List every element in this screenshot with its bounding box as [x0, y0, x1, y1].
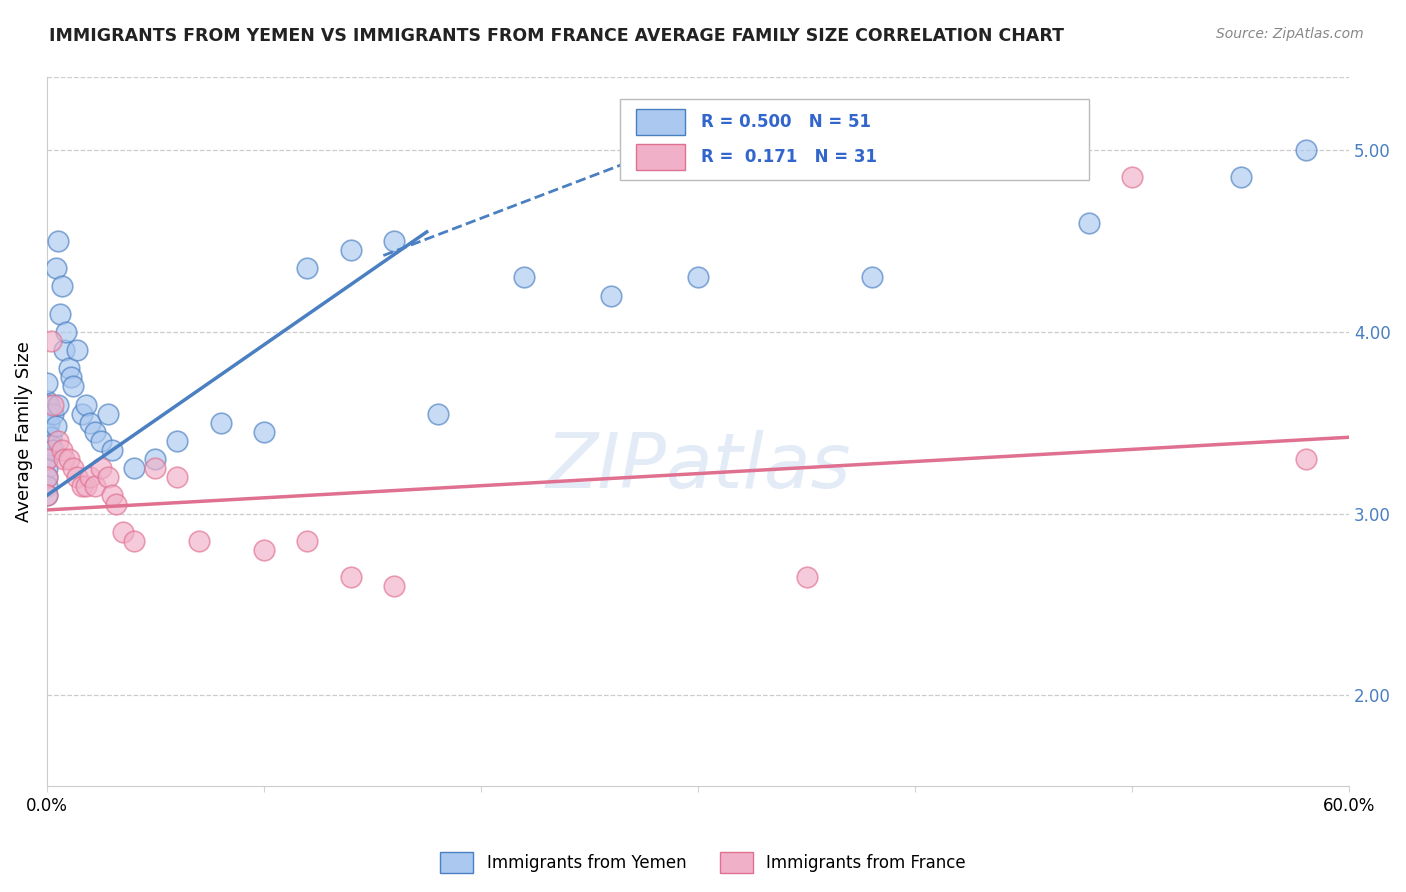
Point — [62, 379, 84, 393]
Point — [58, 361, 80, 376]
Point — [35, 437, 58, 451]
Point — [35, 376, 58, 390]
Point — [79, 416, 101, 430]
Point — [75, 398, 97, 412]
Point — [382, 234, 405, 248]
Point — [83, 479, 105, 493]
Point — [339, 243, 361, 257]
Point — [83, 425, 105, 439]
Point — [101, 488, 124, 502]
Point — [35, 425, 58, 439]
Point — [35, 407, 58, 421]
Point — [35, 479, 58, 493]
Point — [426, 407, 449, 421]
Point — [51, 442, 73, 457]
Bar — [636, 110, 685, 136]
FancyBboxPatch shape — [620, 99, 1088, 180]
Point — [35, 488, 58, 502]
Point — [39, 430, 62, 444]
Point — [1121, 170, 1143, 185]
Point — [1295, 143, 1317, 157]
Point — [97, 470, 120, 484]
Point — [166, 470, 188, 484]
Point — [79, 470, 101, 484]
Point — [39, 437, 62, 451]
Text: R = 0.500   N = 51: R = 0.500 N = 51 — [700, 112, 870, 130]
Point — [35, 393, 58, 408]
Point — [66, 470, 89, 484]
Point — [382, 579, 405, 593]
Point — [53, 343, 76, 357]
Point — [46, 434, 69, 448]
Point — [90, 434, 112, 448]
Point — [35, 452, 58, 467]
Point — [38, 416, 60, 430]
Point — [90, 461, 112, 475]
Point — [513, 270, 536, 285]
Y-axis label: Average Family Size: Average Family Size — [15, 342, 32, 522]
Point — [46, 234, 69, 248]
Point — [42, 398, 65, 412]
Point — [46, 398, 69, 412]
Point — [49, 307, 72, 321]
Point — [600, 288, 623, 302]
Point — [686, 270, 709, 285]
Point — [166, 434, 188, 448]
Point — [339, 570, 361, 584]
Point — [45, 261, 67, 276]
Point — [209, 416, 232, 430]
Point — [101, 442, 124, 457]
Point — [796, 570, 818, 584]
Point — [51, 279, 73, 293]
Point — [297, 533, 319, 548]
Point — [1295, 452, 1317, 467]
Point — [35, 452, 58, 467]
Point — [35, 470, 58, 484]
Point — [187, 533, 209, 548]
Point — [75, 479, 97, 493]
Point — [253, 425, 276, 439]
Point — [58, 452, 80, 467]
Point — [59, 370, 82, 384]
Point — [860, 270, 883, 285]
Legend: Immigrants from Yemen, Immigrants from France: Immigrants from Yemen, Immigrants from F… — [433, 846, 973, 880]
Point — [111, 524, 134, 539]
Point — [297, 261, 319, 276]
Point — [39, 334, 62, 348]
Point — [145, 461, 167, 475]
Point — [55, 325, 77, 339]
Point — [145, 452, 167, 467]
Text: ZIPatlas: ZIPatlas — [546, 430, 851, 504]
Point — [45, 419, 67, 434]
Text: Source: ZipAtlas.com: Source: ZipAtlas.com — [1216, 27, 1364, 41]
Point — [122, 461, 145, 475]
Point — [66, 343, 89, 357]
Point — [105, 498, 128, 512]
Point — [38, 398, 60, 412]
Point — [35, 461, 58, 475]
Point — [1077, 216, 1099, 230]
Point — [35, 488, 58, 502]
Text: IMMIGRANTS FROM YEMEN VS IMMIGRANTS FROM FRANCE AVERAGE FAMILY SIZE CORRELATION : IMMIGRANTS FROM YEMEN VS IMMIGRANTS FROM… — [49, 27, 1064, 45]
Point — [42, 442, 65, 457]
Point — [70, 479, 93, 493]
Point — [122, 533, 145, 548]
Bar — [636, 145, 685, 170]
Point — [35, 470, 58, 484]
Point — [97, 407, 120, 421]
Point — [62, 461, 84, 475]
Point — [1229, 170, 1251, 185]
Point — [253, 542, 276, 557]
Point — [42, 407, 65, 421]
Text: R =  0.171   N = 31: R = 0.171 N = 31 — [700, 148, 877, 167]
Point — [53, 452, 76, 467]
Point — [70, 407, 93, 421]
